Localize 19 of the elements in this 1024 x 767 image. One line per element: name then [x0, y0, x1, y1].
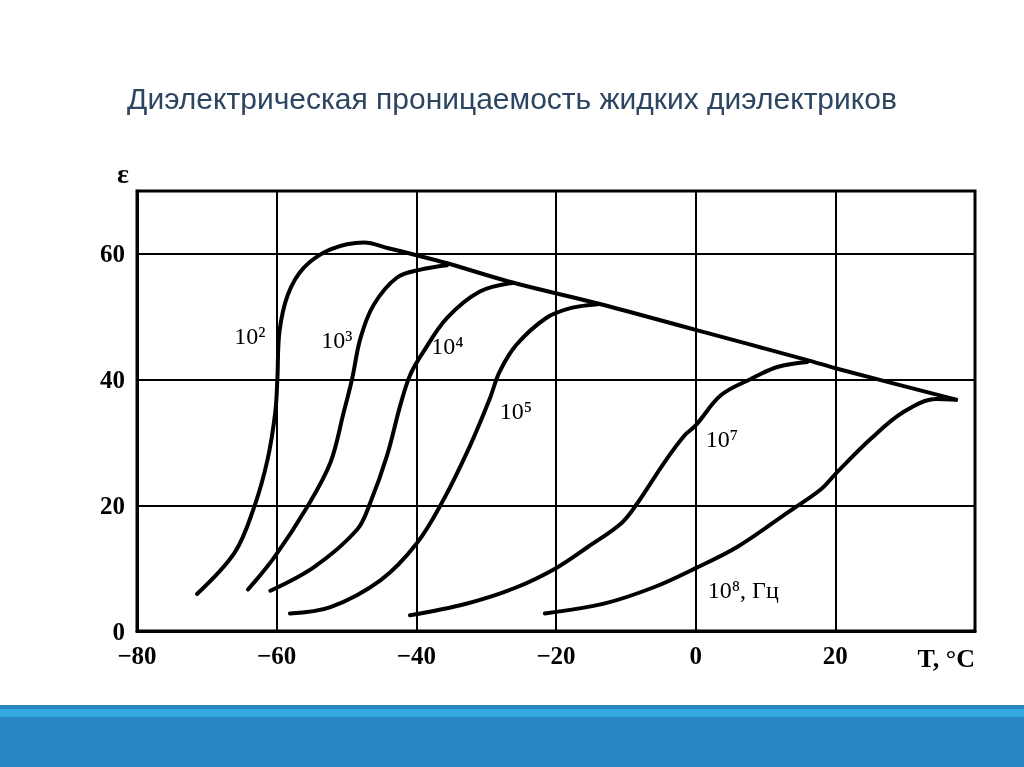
- series-label: 10⁷: [705, 426, 739, 453]
- series-label: 10⁴: [431, 332, 464, 359]
- chart-title: Диэлектрическая проницаемость жидких диэлектриков: [126, 82, 898, 116]
- y-axis-title: ε: [117, 157, 130, 189]
- y-tick-label: 60: [100, 240, 125, 268]
- x-tick-label: −80: [117, 642, 157, 669]
- series-label: 10⁵: [499, 398, 533, 425]
- series-label: 10²: [234, 322, 266, 349]
- x-tick-label: 0: [689, 642, 702, 669]
- x-tick-label: −20: [536, 642, 576, 669]
- x-tick-label: −40: [396, 642, 436, 669]
- series-label: 10⁸, Гц: [707, 577, 779, 604]
- y-tick-label: 40: [100, 366, 125, 394]
- series-label: 10³: [321, 327, 353, 354]
- x-axis-title: T, °C: [917, 643, 975, 673]
- y-tick-label: 20: [100, 491, 125, 519]
- x-tick-label: −60: [257, 642, 297, 669]
- y-tick-label: 0: [112, 617, 125, 645]
- x-tick-label: 20: [822, 642, 848, 669]
